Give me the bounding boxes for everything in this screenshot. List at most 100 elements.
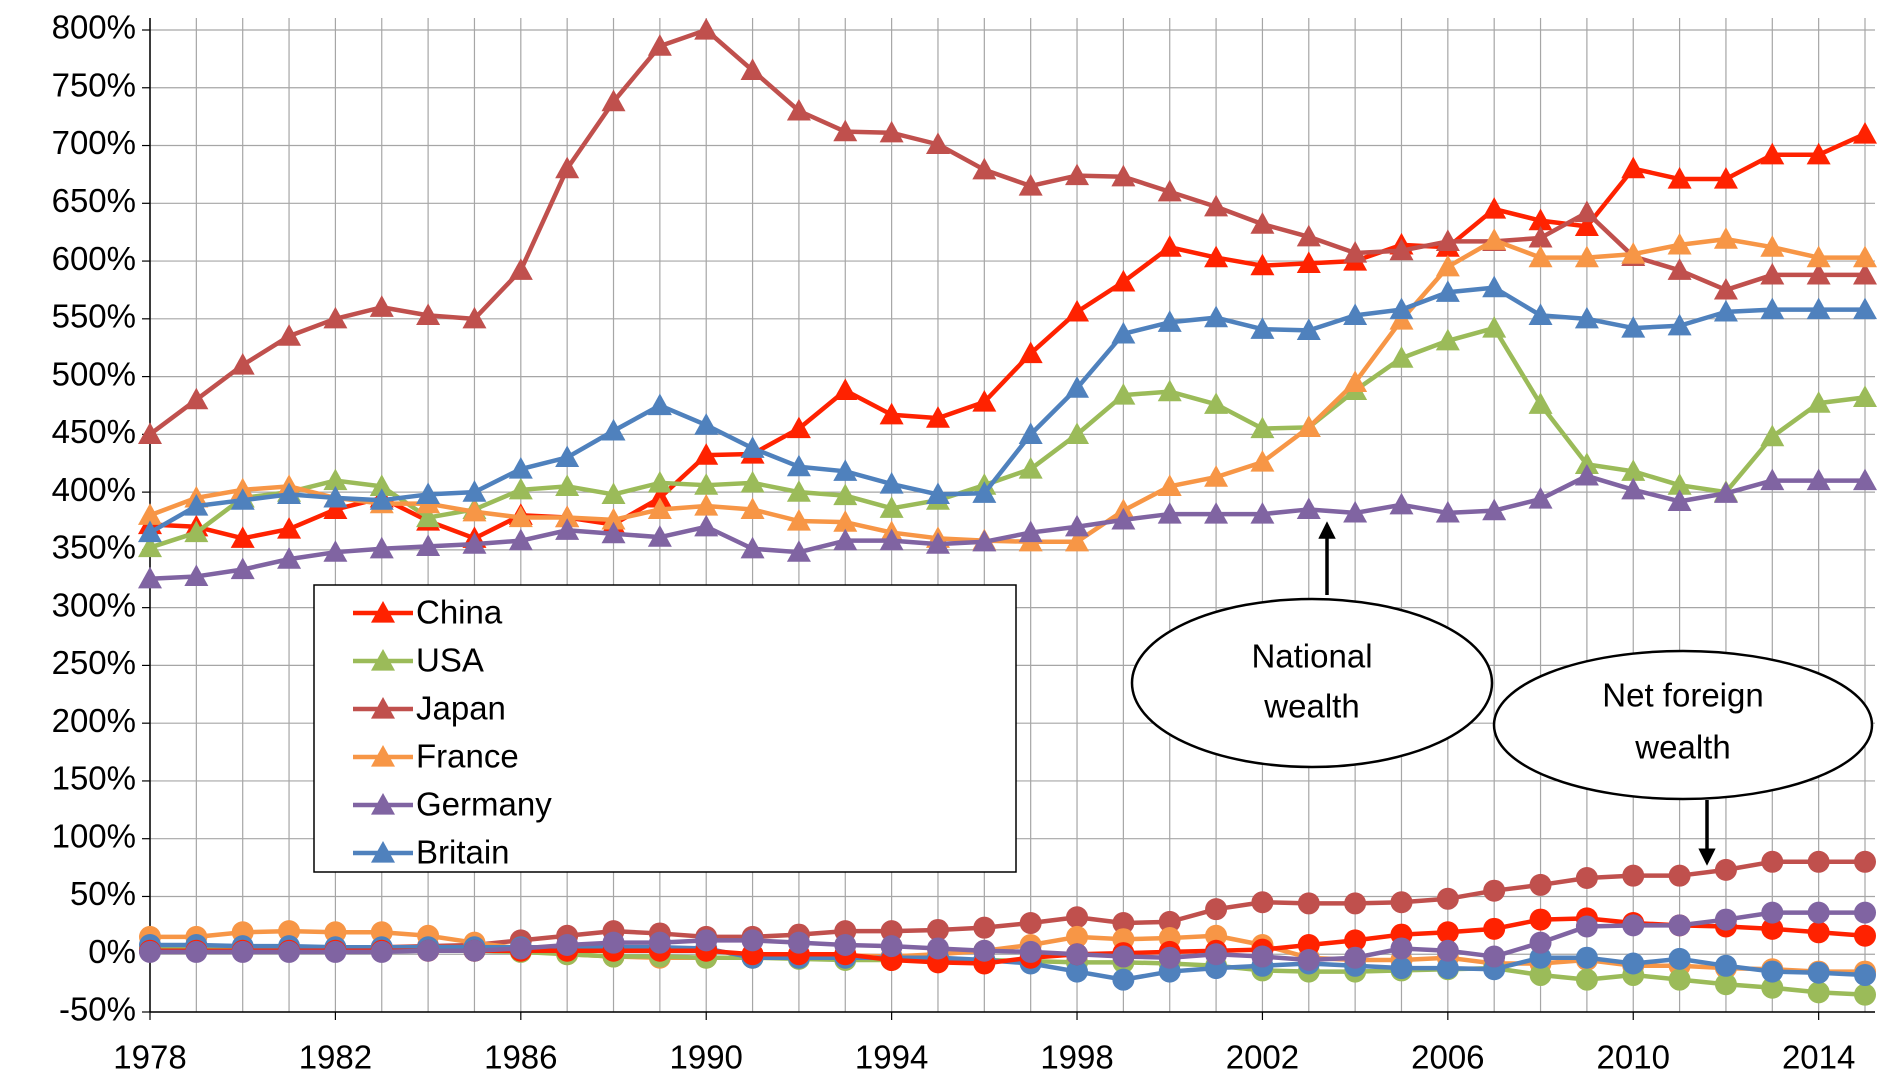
triangle-marker	[1389, 346, 1414, 368]
triangle-marker	[416, 482, 441, 505]
legend-label: France	[416, 738, 519, 775]
triangle-marker	[555, 474, 580, 496]
triangle-marker	[972, 157, 997, 180]
circle-marker	[370, 940, 393, 963]
triangle-marker	[1343, 500, 1368, 523]
circle-marker	[1714, 973, 1737, 996]
triangle-marker	[694, 443, 719, 465]
circle-marker	[1436, 939, 1459, 962]
y-tick-label: 800%	[52, 9, 136, 46]
triangle-marker	[786, 480, 811, 502]
series	[138, 316, 1877, 558]
triangle-marker	[277, 547, 302, 569]
triangle-marker	[1250, 502, 1275, 524]
triangle-marker	[1204, 392, 1229, 414]
circle-marker	[278, 940, 301, 963]
circle-marker	[1854, 924, 1876, 947]
triangle-marker	[371, 793, 395, 815]
triangle-marker	[833, 528, 858, 551]
triangle-marker	[1065, 163, 1090, 186]
triangle-marker	[1528, 245, 1553, 268]
triangle-marker	[1018, 341, 1043, 364]
triangle-marker	[184, 564, 209, 587]
circle-marker	[1436, 957, 1459, 980]
circle-marker	[1761, 976, 1784, 999]
triangle-marker	[833, 378, 858, 401]
triangle-marker	[1204, 465, 1229, 487]
circle-marker	[1297, 892, 1320, 915]
triangle-marker	[1713, 277, 1738, 300]
y-tick-label: 400%	[52, 471, 136, 508]
triangle-marker	[740, 58, 765, 81]
triangle-marker	[1343, 240, 1368, 263]
triangle-marker	[1713, 167, 1738, 189]
triangle-marker	[601, 507, 626, 530]
triangle-marker	[647, 525, 672, 547]
y-tick-label: -50%	[59, 991, 136, 1028]
circle-marker	[1112, 945, 1135, 968]
x-tick-label: 2002	[1226, 1039, 1299, 1076]
triangle-marker	[694, 493, 719, 516]
triangle-marker	[1574, 452, 1599, 474]
triangle-marker	[833, 119, 858, 142]
annotation-bubble	[1492, 649, 1874, 801]
triangle-marker	[371, 601, 395, 623]
triangle-marker	[1713, 227, 1738, 249]
triangle-marker	[1111, 164, 1136, 187]
y-tick-label: 700%	[52, 124, 136, 161]
triangle-marker	[369, 295, 394, 317]
triangle-marker	[786, 416, 811, 439]
triangle-marker	[369, 488, 394, 510]
circle-marker	[1483, 879, 1506, 902]
triangle-marker	[462, 306, 487, 329]
triangle-marker	[740, 497, 765, 520]
triangle-marker	[1157, 502, 1182, 524]
triangle-marker	[601, 418, 626, 441]
triangle-marker	[508, 258, 533, 280]
circle-marker	[741, 929, 764, 952]
triangle-marker	[1065, 422, 1090, 444]
triangle-marker	[1853, 121, 1877, 144]
triangle-marker	[1435, 328, 1460, 351]
triangle-marker	[694, 473, 719, 495]
legend-label: Germany	[416, 786, 552, 823]
triangle-marker	[1806, 468, 1831, 491]
circle-marker	[1761, 901, 1784, 924]
triangle-marker	[1389, 238, 1414, 261]
triangle-marker	[1065, 514, 1090, 537]
series-line	[148, 285, 1865, 535]
annotation-text: National	[1251, 638, 1372, 675]
triangle-marker	[1250, 317, 1275, 339]
triangle-marker	[1296, 251, 1321, 273]
triangle-marker	[1018, 457, 1043, 479]
triangle-marker	[1482, 197, 1507, 219]
triangle-marker	[1528, 487, 1553, 509]
triangle-marker	[416, 534, 441, 557]
y-tick-label: 0%	[88, 933, 136, 970]
triangle-marker	[972, 390, 997, 412]
circle-marker	[1807, 961, 1830, 984]
triangle-marker	[925, 132, 950, 154]
triangle-marker	[1574, 306, 1599, 329]
circle-marker	[1575, 866, 1598, 889]
circle-marker	[1807, 921, 1830, 944]
triangle-marker	[1528, 225, 1553, 248]
triangle-marker	[1760, 262, 1785, 285]
triangle-marker	[647, 485, 672, 508]
triangle-marker	[1667, 473, 1692, 495]
circle-marker	[1575, 915, 1598, 938]
triangle-marker	[1065, 529, 1090, 552]
series	[139, 901, 1876, 972]
triangle-marker	[1250, 212, 1275, 234]
triangle-marker	[1018, 422, 1043, 444]
circle-marker	[1854, 983, 1876, 1006]
triangle-marker	[1435, 500, 1460, 523]
triangle-marker	[694, 18, 719, 40]
circle-marker	[602, 931, 625, 954]
triangle-marker	[1157, 474, 1182, 496]
triangle-marker	[1065, 299, 1090, 322]
triangle-marker	[601, 89, 626, 112]
y-tick-label: 100%	[52, 817, 136, 854]
annotation-text: wealth	[1634, 729, 1730, 766]
series-line	[149, 236, 1865, 545]
